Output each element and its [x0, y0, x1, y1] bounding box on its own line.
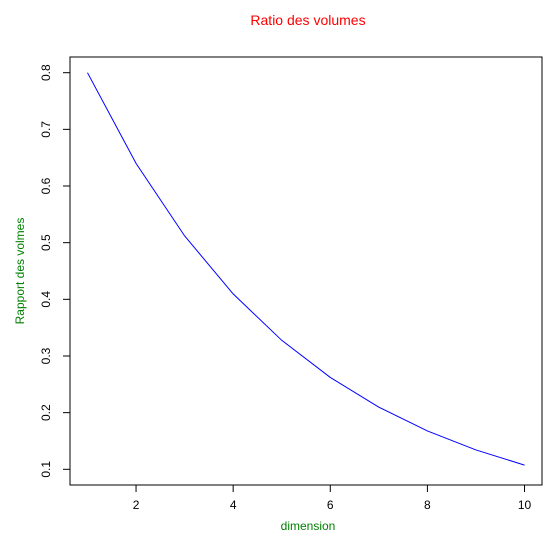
y-tick-label: 0.4: [39, 291, 53, 308]
y-tick-label: 0.6: [39, 177, 53, 194]
x-tick-label: 4: [230, 498, 237, 512]
y-tick-label: 0.5: [39, 234, 53, 251]
x-axis-label: dimension: [281, 519, 336, 533]
y-tick-label: 0.1: [39, 461, 53, 478]
x-tick-label: 8: [424, 498, 431, 512]
x-axis: 2 4 6 8 10: [133, 485, 532, 512]
y-tick-label: 0.2: [39, 404, 53, 421]
y-tick-label: 0.7: [39, 121, 53, 138]
y-tick-label: 0.8: [39, 64, 53, 81]
y-axis: 0.1 0.2 0.3 0.4 0.5 0.6 0.7 0.8: [39, 64, 70, 478]
plot-frame: [69, 56, 543, 486]
series-line: [87, 72, 525, 466]
y-tick-label: 0.3: [39, 347, 53, 364]
chart-title: Ratio des volumes: [250, 12, 365, 28]
x-tick-label: 6: [327, 498, 334, 512]
x-tick-label: 2: [133, 498, 140, 512]
y-axis-label: Rapport des volmes: [13, 218, 27, 325]
x-tick-label: 10: [518, 498, 532, 512]
